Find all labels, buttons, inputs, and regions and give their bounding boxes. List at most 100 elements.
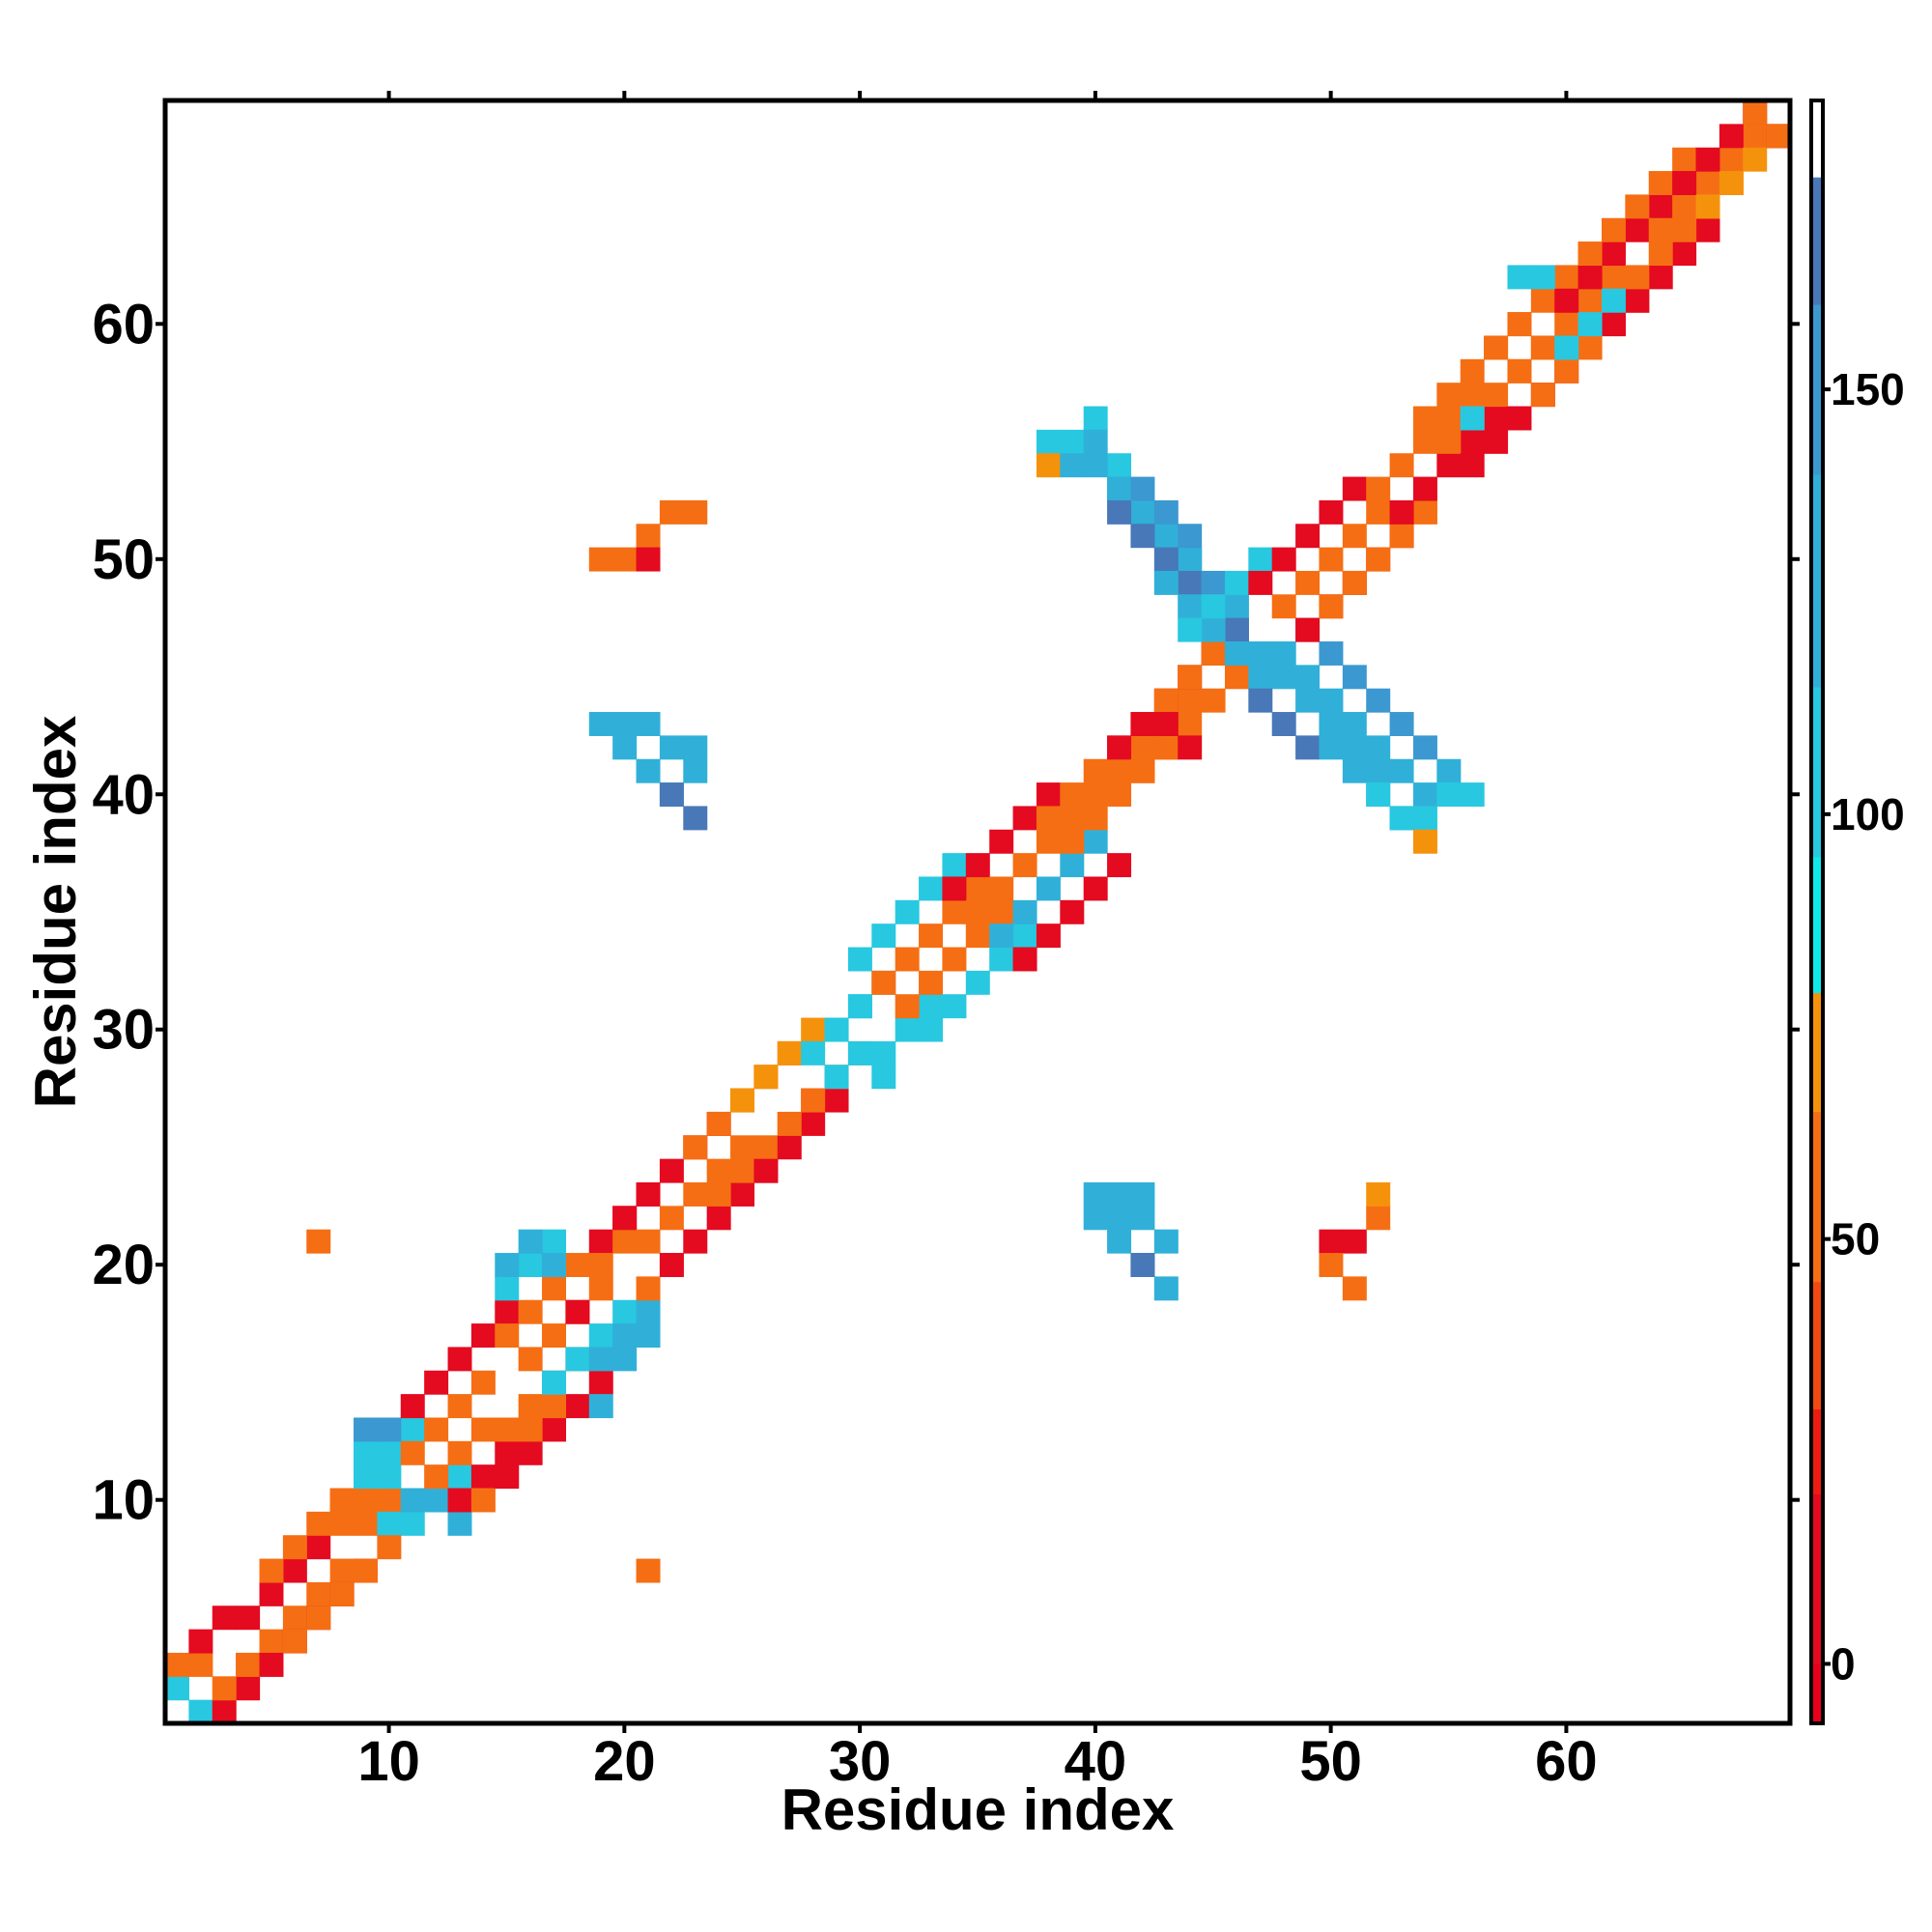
heatmap-cell [1507,406,1532,431]
heatmap-cell [636,547,661,572]
heatmap-cell [447,1394,472,1419]
heatmap-cell [801,1111,826,1136]
heatmap-cell [942,876,967,901]
heatmap-cell [1295,617,1321,642]
heatmap-cell [1319,688,1344,713]
heatmap-cell [1224,570,1249,595]
heatmap-cell [1107,853,1132,878]
heatmap-cell [1036,806,1061,831]
heatmap-cell [1342,665,1367,690]
heatmap-cell [354,1464,378,1490]
x-tick-label: 40 [1065,1730,1127,1793]
heatmap-cell [354,1488,378,1513]
heatmap-cell [1178,688,1203,713]
heatmap-cell [542,1276,567,1301]
heatmap-cell [895,994,920,1019]
x-tick-label: 50 [1299,1730,1362,1793]
heatmap-cell [871,1040,896,1065]
heatmap-cell [1460,429,1485,454]
heatmap-cell [612,1206,638,1231]
heatmap-cell [1012,923,1037,949]
heatmap-cell [659,499,684,525]
heatmap-cell [1695,217,1720,242]
heatmap-cell [1601,265,1626,290]
heatmap-cell [1224,665,1249,690]
heatmap-cell [354,1511,378,1536]
heatmap-cell [1319,499,1344,525]
heatmap-cell [1319,735,1344,760]
heatmap-cell [447,1511,472,1536]
heatmap-cell [659,1158,684,1183]
heatmap-cell [1153,1276,1179,1301]
heatmap-cell [801,1040,826,1065]
heatmap-cell [377,1535,402,1560]
heatmap-cell [1530,288,1555,313]
heatmap-cell [1130,712,1155,736]
heatmap-cell [1460,383,1485,408]
heatmap-cell [1319,712,1344,736]
heatmap-cell [1012,899,1037,924]
heatmap-cell [1248,665,1273,690]
x-tick-label: 10 [357,1730,420,1793]
heatmap-cell [306,1581,331,1606]
y-tick-label: 20 [92,1234,155,1296]
heatmap-cell [1460,406,1485,431]
heatmap-cell [942,994,967,1019]
heatmap-cell [965,923,990,949]
heatmap-cell [1224,617,1249,642]
y-tick-label: 60 [92,293,155,355]
heatmap-cell [1389,524,1414,549]
heatmap-cell [683,735,708,760]
heatmap-cell [1036,876,1061,901]
heatmap-cell [753,1135,779,1160]
colorbar-segment [1811,177,1823,305]
heatmap-cell [965,853,990,878]
heatmap-cell [1012,947,1037,972]
heatmap-cell [188,1699,213,1724]
heatmap-cell [212,1699,237,1724]
heatmap-cell [354,1440,378,1465]
heatmap-cell [1107,476,1132,501]
heatmap-cell [1107,453,1132,478]
heatmap-cell [282,1535,307,1560]
heatmap-cell [542,1394,567,1419]
colorbar-segment [1811,992,1823,1113]
heatmap-cell [612,712,638,736]
heatmap-cell [847,994,872,1019]
heatmap-cell [659,1206,684,1231]
x-tick-label: 60 [1535,1730,1598,1793]
colorbar-segment [1811,1663,1823,1724]
heatmap-cell [518,1229,543,1254]
heatmap-cell [588,1347,613,1372]
heatmap-cell [1484,383,1509,408]
heatmap-cell [495,1440,520,1465]
heatmap-cell [1178,594,1203,619]
heatmap-cell [1342,476,1367,501]
heatmap-cell [1625,288,1650,313]
heatmap-cell [1412,782,1437,808]
heatmap-cell [329,1558,355,1583]
heatmap-cell [400,1488,425,1513]
heatmap-cell [1577,312,1603,337]
heatmap-cell [400,1394,425,1419]
heatmap-cell [1319,641,1344,666]
heatmap-cell [871,923,896,949]
heatmap-cell [1012,853,1037,878]
heatmap-cell [1554,312,1579,337]
heatmap-cell [1743,147,1768,172]
heatmap-cell [1436,782,1462,808]
heatmap-cell [1107,1229,1132,1254]
heatmap-cell [1719,124,1744,149]
heatmap-cell [1412,735,1437,760]
heatmap-cell [377,1417,402,1442]
heatmap-cell [612,1347,638,1372]
heatmap-cell [636,1276,661,1301]
heatmap-cell [518,1394,543,1419]
heatmap-cell [1271,547,1296,572]
heatmap-cell [588,1394,613,1419]
heatmap-cell [1153,547,1179,572]
heatmap-cell [706,1206,731,1231]
heatmap-cell [1060,806,1085,831]
heatmap-cell [1743,124,1768,149]
heatmap-cell [212,1676,237,1701]
